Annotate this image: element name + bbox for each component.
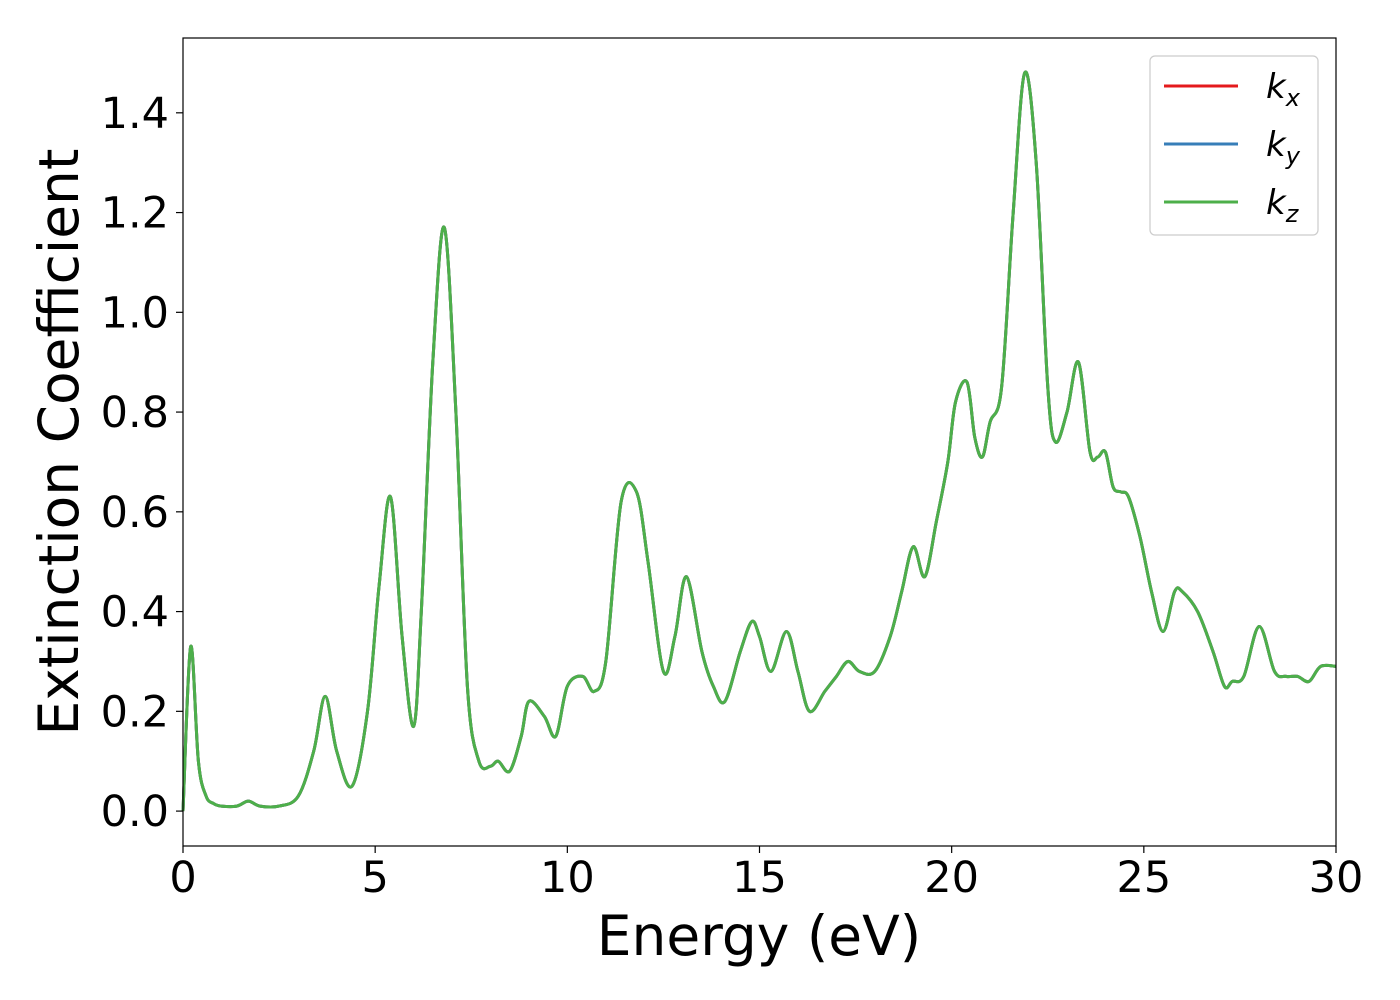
series-line-z bbox=[181, 70, 1337, 812]
y-tick-label: 1.4 bbox=[101, 89, 169, 139]
x-tick-label: 30 bbox=[1309, 853, 1364, 903]
x-tick-label: 5 bbox=[361, 853, 388, 903]
x-tick-label: 20 bbox=[924, 853, 979, 903]
y-tick-label: 0.6 bbox=[101, 488, 169, 538]
y-tick-label: 0.0 bbox=[101, 787, 169, 837]
x-tick-label: 25 bbox=[1116, 853, 1171, 903]
y-tick-label: 0.8 bbox=[101, 388, 169, 438]
y-tick-label: 0.2 bbox=[101, 687, 169, 737]
y-tick-label: 1.0 bbox=[101, 288, 169, 338]
x-tick-label: 0 bbox=[169, 853, 196, 903]
x-tick-label: 15 bbox=[732, 853, 787, 903]
x-tick-label: 10 bbox=[540, 853, 595, 903]
y-tick-label: 0.4 bbox=[101, 588, 169, 638]
y-axis-ticks: 0.0 0.2 0.4 0.6 0.8 1.0 1.2 1.4 bbox=[101, 89, 183, 837]
y-axis-label: Extinction Coefficient bbox=[27, 149, 91, 736]
x-axis-label: Energy (eV) bbox=[597, 904, 921, 968]
x-axis-ticks: 0 5 10 15 20 25 30 bbox=[169, 846, 1363, 903]
y-tick-label: 1.2 bbox=[101, 189, 169, 239]
series-layer bbox=[181, 70, 1337, 812]
